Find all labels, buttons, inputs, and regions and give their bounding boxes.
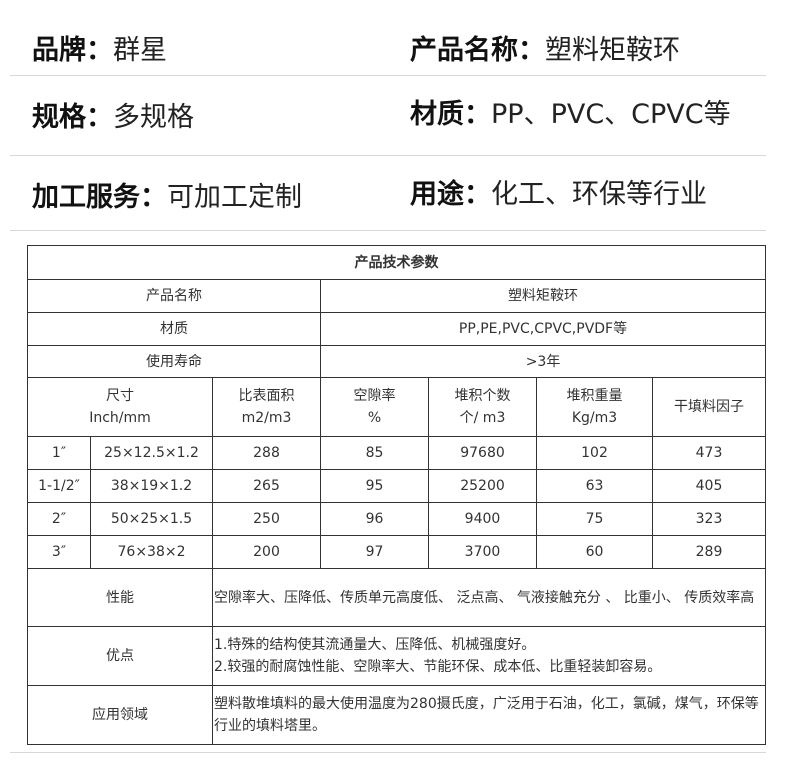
column-header-line1: 干填料因子	[674, 399, 744, 415]
brand-value: 群星	[113, 35, 167, 66]
column-header: 尺寸 Inch/mm	[27, 377, 213, 437]
column-header: 比表面积 m2/m3	[212, 377, 321, 437]
table-cell: 3700	[428, 535, 537, 569]
table-cell: 75	[536, 502, 653, 536]
column-header-line2: Inch/mm	[89, 410, 151, 426]
column-header: 堆积重量 Kg/m3	[536, 377, 653, 437]
column-header: 干填料因子	[651, 377, 767, 437]
table-cell: 405	[651, 469, 767, 503]
divider	[10, 75, 766, 76]
table-cell: 60	[536, 535, 653, 569]
table-cell: 323	[651, 502, 767, 536]
table-cell: 85	[320, 436, 429, 470]
table-cell: 38×19×1.2	[90, 469, 213, 503]
table-row: 2″ 50×25×1.5 250 96 9400 75 323	[27, 502, 767, 536]
usage-value: 化工、环保等行业	[491, 179, 707, 210]
material-label: 材质	[27, 312, 321, 346]
table-cell: 76×38×2	[90, 535, 213, 569]
table-cell: 1-1/2″	[27, 469, 91, 503]
table-cell: 102	[536, 436, 653, 470]
life-value: >3年	[319, 345, 767, 378]
column-header-line1: 堆积个数	[454, 388, 511, 404]
performance-value: 空隙率大、压降低、传质单元高度低、 泛点高、 气液接触充分 、 比重小、 传质效…	[211, 568, 767, 627]
spec-label: 规格：	[32, 102, 113, 133]
column-header-line2: 个/ m3	[459, 410, 506, 426]
table-cell: 9400	[428, 502, 537, 536]
table-row: 3″ 76×38×2 200 97 3700 60 289	[27, 535, 767, 569]
column-header-line1: 比表面积	[238, 388, 295, 404]
column-header-line1: 堆积重量	[566, 388, 623, 404]
application-value: 塑料散堆填料的最大使用温度为280摄氏度，广泛用于石油，化工，氯碱，煤气，环保等…	[211, 685, 767, 745]
column-header-line1: 空隙率	[353, 388, 396, 404]
table-cell: 473	[651, 436, 767, 470]
product-value: 塑料矩鞍环	[545, 35, 680, 66]
table-row: 1-1/2″ 38×19×1.2 265 95 25200 63 405	[27, 469, 767, 503]
advantage-line: 1.特殊的结构使其流通量大、压降低、机械强度好。	[214, 637, 536, 653]
spec-info: 规格：多规格	[32, 95, 194, 134]
table-cell: 96	[320, 502, 429, 536]
brand-label: 品牌：	[32, 35, 113, 66]
divider	[10, 230, 766, 231]
table-cell: 1″	[27, 436, 91, 470]
advantage-value: 1.特殊的结构使其流通量大、压降低、机械强度好。 2.较强的耐腐蚀性能、空隙率大、…	[211, 626, 767, 686]
material-info: 材质：PP、PVC、CPVC等	[410, 92, 731, 131]
brand-info: 品牌：群星	[32, 28, 167, 67]
table-cell: 265	[212, 469, 321, 503]
table-cell: 25200	[428, 469, 537, 503]
table-cell: 63	[536, 469, 653, 503]
spec-value: 多规格	[113, 102, 194, 133]
table-cell: 289	[651, 535, 767, 569]
table-cell: 2″	[27, 502, 91, 536]
advantage-label: 优点	[27, 626, 213, 686]
name-value: 塑料矩鞍环	[319, 279, 767, 313]
table-cell: 200	[212, 535, 321, 569]
product-label: 产品名称：	[410, 35, 545, 66]
usage-info: 用途：化工、环保等行业	[410, 172, 707, 211]
divider	[10, 155, 766, 156]
material-value: PP,PE,PVC,CPVC,PVDF等	[319, 312, 767, 346]
table-cell: 25×12.5×1.2	[90, 436, 213, 470]
column-header: 堆积个数个/ m3	[428, 377, 537, 437]
column-header-line2: m2/m3	[241, 410, 292, 426]
table-title: 产品技术参数	[26, 245, 767, 280]
column-header-line1: 尺寸	[106, 388, 134, 404]
column-header-line2: Kg/m3	[571, 410, 618, 426]
name-label: 产品名称	[27, 279, 321, 313]
advantage-line: 2.较强的耐腐蚀性能、空隙率大、节能环保、成本低、比重轻装卸容易。	[214, 659, 662, 675]
column-header-row: 尺寸 Inch/mm 比表面积 m2/m3 空隙率% 堆积个数个/ m3 堆积重量 K…	[27, 377, 767, 437]
table-cell: 97680	[428, 436, 537, 470]
usage-label: 用途：	[410, 179, 491, 210]
material-value: PP、PVC、CPVC等	[491, 99, 731, 130]
application-label: 应用领域	[27, 685, 213, 745]
product-info: 产品名称：塑料矩鞍环	[410, 28, 680, 67]
column-header: 空隙率%	[320, 377, 429, 437]
life-label: 使用寿命	[27, 345, 321, 378]
divider	[10, 752, 766, 753]
service-info: 加工服务：可加工定制	[32, 175, 302, 214]
column-header-line2: %	[367, 410, 382, 426]
performance-label: 性能	[27, 568, 213, 627]
table-row: 1″ 25×12.5×1.2 288 85 97680 102 473	[27, 436, 767, 470]
table-cell: 250	[212, 502, 321, 536]
table-cell: 50×25×1.5	[90, 502, 213, 536]
service-label: 加工服务：	[32, 182, 167, 213]
table-cell: 95	[320, 469, 429, 503]
table-cell: 3″	[27, 535, 91, 569]
service-value: 可加工定制	[167, 182, 302, 213]
table-cell: 288	[212, 436, 321, 470]
spec-table: 产品技术参数 产品名称 塑料矩鞍环 材质 PP,PE,PVC,CPVC,PVDF等 …	[26, 245, 767, 745]
table-cell: 97	[320, 535, 429, 569]
material-label: 材质：	[410, 99, 491, 130]
